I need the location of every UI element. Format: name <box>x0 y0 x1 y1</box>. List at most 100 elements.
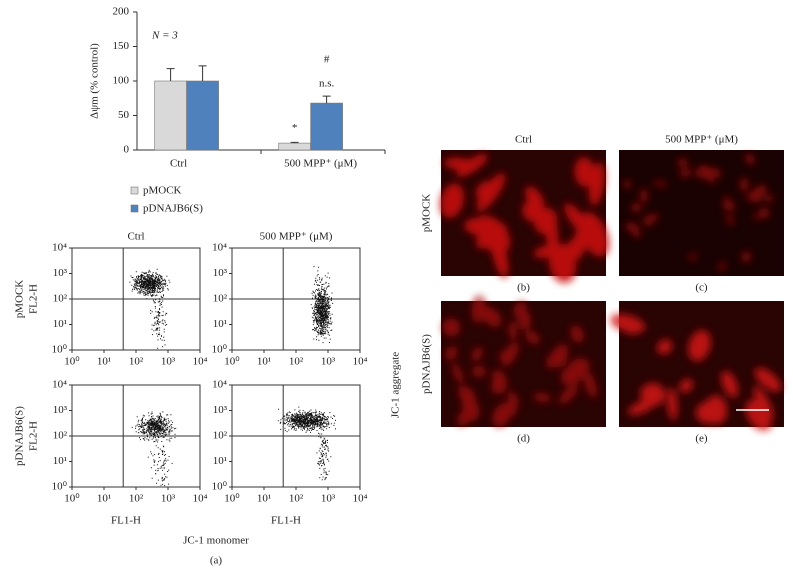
cells <box>440 153 609 283</box>
y-tick-label: 10⁰ <box>52 344 68 356</box>
cell <box>627 399 656 416</box>
cell <box>688 253 697 261</box>
cell <box>452 362 464 385</box>
cell <box>558 233 590 265</box>
cell <box>688 330 711 362</box>
y-tick-label: 10² <box>213 293 228 305</box>
bar <box>310 102 343 151</box>
cell <box>564 358 581 380</box>
cell <box>525 186 545 211</box>
x-tick-label: 10⁴ <box>193 356 208 368</box>
cell <box>745 399 772 431</box>
x-tick-label: 10³ <box>161 356 176 368</box>
x-tick-label: 10⁴ <box>353 493 368 505</box>
y-tick-label: 10¹ <box>213 318 227 330</box>
cell <box>476 173 506 212</box>
x-tick-label: 10² <box>129 356 144 368</box>
cell <box>574 157 595 187</box>
micrograph <box>441 295 606 427</box>
y-tick-label: 10⁰ <box>212 344 228 356</box>
x-tick-label: 10⁴ <box>353 356 368 368</box>
cell <box>442 318 461 337</box>
cell <box>559 384 578 405</box>
annotation: * <box>292 122 298 134</box>
quadrant-gate <box>232 248 360 350</box>
cell <box>525 330 540 345</box>
cell <box>677 158 688 168</box>
cell <box>679 378 694 393</box>
cell <box>570 325 584 343</box>
y-tick-label: 10³ <box>53 404 68 416</box>
error-bar <box>322 95 331 104</box>
micrograph <box>610 301 784 431</box>
x-axis-label: FL1-H <box>111 515 141 527</box>
y-tick-label: 10² <box>53 293 68 305</box>
cell <box>553 344 569 359</box>
column-label: 500 MPP⁺ (μM) <box>665 134 738 146</box>
cell <box>622 320 639 335</box>
event-dots <box>277 406 336 481</box>
event-dots <box>310 266 334 344</box>
y-tick-label: 200 <box>113 6 130 18</box>
cell <box>643 214 659 223</box>
y-tick-label: 10⁴ <box>52 379 67 391</box>
cell <box>518 311 531 331</box>
error-bar <box>198 65 207 81</box>
cell <box>679 168 693 178</box>
cell <box>667 387 678 421</box>
legend-label: pMOCK <box>143 185 182 197</box>
cell <box>471 347 483 361</box>
cell <box>741 251 752 262</box>
cells <box>623 153 774 271</box>
annotation: n.s. <box>319 78 335 90</box>
cell <box>534 207 558 235</box>
panel-label: (d) <box>517 433 530 445</box>
cell <box>709 168 722 178</box>
cell <box>503 401 517 416</box>
cell <box>753 186 759 198</box>
x-tick-label: 10⁰ <box>224 356 240 368</box>
annotation: # <box>324 54 330 66</box>
cell <box>445 346 458 361</box>
row-label: pDNAJB6(S) <box>421 334 433 394</box>
cell <box>718 262 726 271</box>
bar <box>186 80 219 151</box>
x-axis-label: JC-1 monomer <box>183 535 249 547</box>
bar <box>154 80 187 151</box>
cell <box>758 207 770 219</box>
y-tick-label: 10³ <box>53 267 68 279</box>
y-axis-label: FL2-H <box>28 421 40 451</box>
x-axis-label: FL1-H <box>271 515 301 527</box>
cell <box>764 194 774 202</box>
x-tick-label: 10³ <box>321 493 336 505</box>
x-tick-label: 10² <box>129 493 144 505</box>
y-tick-label: 100 <box>113 75 130 87</box>
cell <box>695 168 706 179</box>
cell <box>443 157 474 170</box>
x-tick-label: 10⁰ <box>224 493 240 505</box>
cell <box>458 386 476 404</box>
cell <box>474 215 511 254</box>
cell <box>579 212 609 257</box>
cell <box>508 320 517 341</box>
y-tick-label: 10⁴ <box>212 242 227 254</box>
cell <box>482 306 502 327</box>
quadrant-gate <box>232 385 360 487</box>
error-bar <box>290 141 299 144</box>
y-tick-label: 10⁰ <box>212 481 228 493</box>
legend-swatch <box>130 186 139 195</box>
y-tick-label: 50 <box>118 109 130 121</box>
y-tick-label: 150 <box>113 40 130 52</box>
cell <box>440 183 465 219</box>
cell <box>721 370 739 398</box>
cell <box>584 371 597 398</box>
cell <box>578 359 590 372</box>
cell <box>726 213 734 226</box>
micrograph <box>619 150 784 276</box>
column-label: Ctrl <box>127 231 144 243</box>
cell <box>462 399 480 422</box>
cell <box>705 395 728 425</box>
y-tick-label: 10¹ <box>213 455 227 467</box>
x-tick-label: 10⁴ <box>193 493 208 505</box>
